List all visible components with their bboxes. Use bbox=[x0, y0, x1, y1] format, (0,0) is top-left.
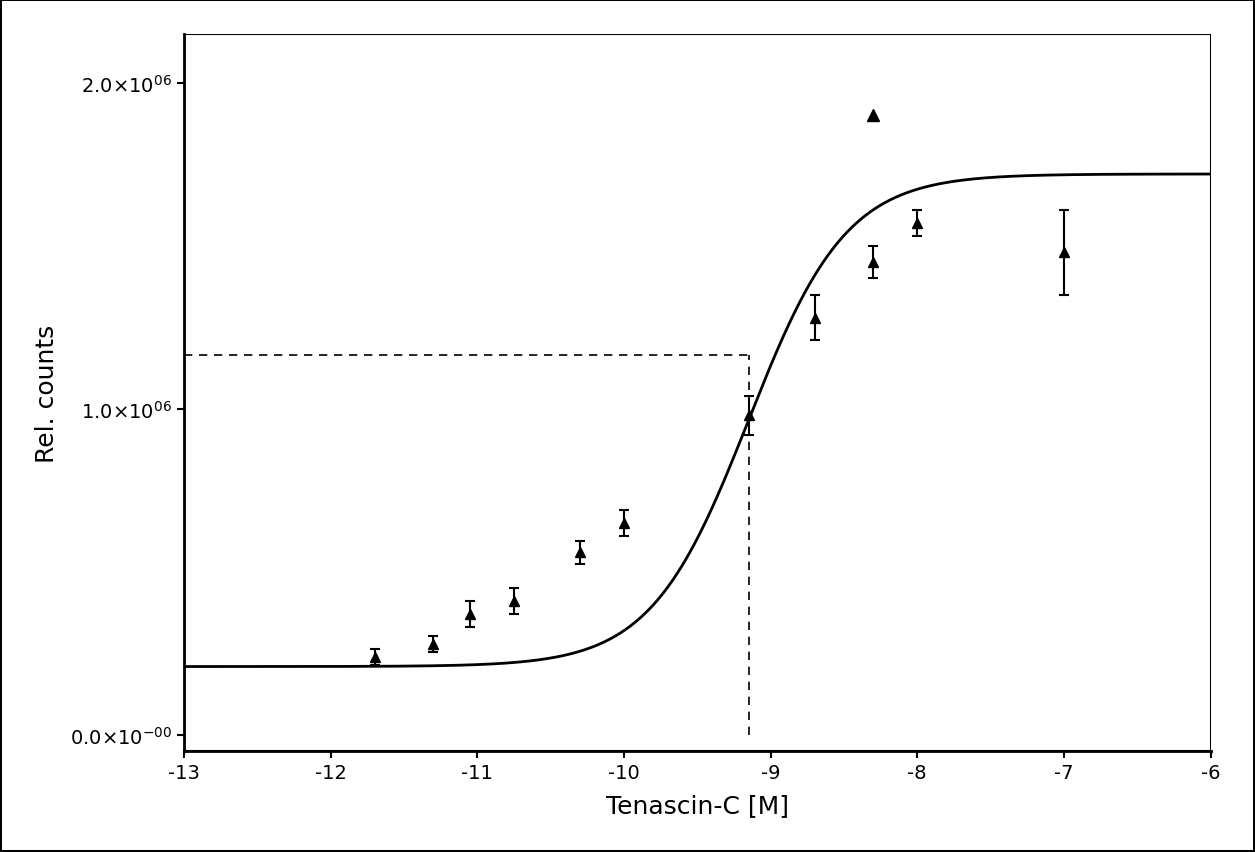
Bar bbox=[184, 35, 1211, 751]
Y-axis label: Rel. counts: Rel. counts bbox=[35, 324, 59, 462]
X-axis label: Tenascin-C [M]: Tenascin-C [M] bbox=[606, 793, 788, 817]
